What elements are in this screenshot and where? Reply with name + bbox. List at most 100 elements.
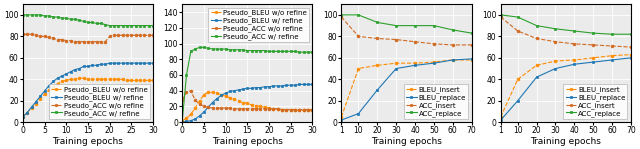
Pseudo_ACC w/ refine <box>88 21 96 23</box>
ACC_replace <box>468 32 476 34</box>
Pseudo_ACC w/o refine <box>278 109 286 111</box>
ACC_insert <box>532 38 540 39</box>
Pseudo_ACC w/ refine <box>45 15 52 17</box>
Pseudo_ACC w/ refine <box>260 50 268 51</box>
Pseudo_BLEU w/o refine <box>102 78 109 80</box>
ACC_replace <box>412 25 419 27</box>
X-axis label: Training epochs: Training epochs <box>52 137 124 146</box>
Pseudo_ACC w/o refine <box>187 90 195 92</box>
Pseudo_ACC w/o refine <box>58 39 66 41</box>
Pseudo_BLEU w/o refine <box>80 77 88 79</box>
Line: Pseudo_BLEU w/ refine: Pseudo_BLEU w/ refine <box>180 83 314 124</box>
BLEU_replace <box>514 100 522 102</box>
Pseudo_ACC w/o refine <box>145 34 152 36</box>
Pseudo_BLEU w/o refine <box>93 78 100 80</box>
Pseudo_BLEU w/ refine <box>209 102 216 103</box>
ACC_insert <box>497 16 504 18</box>
BLEU_replace <box>570 63 578 65</box>
Pseudo_ACC w/o refine <box>106 35 113 37</box>
Pseudo_ACC w/ refine <box>127 25 135 27</box>
Pseudo_BLEU w/o refine <box>296 110 303 111</box>
Pseudo_ACC w/o refine <box>119 34 127 36</box>
Pseudo_ACC w/o refine <box>115 34 122 36</box>
Pseudo_BLEU w/o refine <box>119 78 127 80</box>
Pseudo_BLEU w/ refine <box>106 62 113 64</box>
Line: Pseudo_BLEU w/o refine: Pseudo_BLEU w/o refine <box>22 77 154 118</box>
Pseudo_BLEU w/o refine <box>49 86 57 88</box>
Pseudo_ACC w/o refine <box>260 108 268 110</box>
Pseudo_BLEU w/o refine <box>23 112 31 113</box>
Pseudo_ACC w/ refine <box>132 25 140 27</box>
BLEU_replace <box>392 68 400 69</box>
Pseudo_ACC w/ refine <box>145 25 152 27</box>
Pseudo_ACC w/o refine <box>28 33 35 35</box>
Pseudo_BLEU w/ refine <box>260 86 268 88</box>
BLEU_insert <box>608 55 616 57</box>
Pseudo_BLEU w/ refine <box>221 92 229 94</box>
Pseudo_BLEU w/ refine <box>49 80 57 82</box>
Pseudo_BLEU w/ refine <box>58 75 66 77</box>
Pseudo_BLEU w/o refine <box>182 117 190 119</box>
Line: BLEU_insert: BLEU_insert <box>499 53 632 118</box>
Line: Pseudo_ACC w/o refine: Pseudo_ACC w/o refine <box>180 89 314 111</box>
ACC_replace <box>589 32 597 34</box>
Pseudo_BLEU w/ refine <box>269 85 277 87</box>
Pseudo_ACC w/ refine <box>102 24 109 25</box>
Pseudo_ACC w/ refine <box>149 25 157 27</box>
ACC_insert <box>392 39 400 41</box>
Pseudo_BLEU w/o refine <box>287 109 294 111</box>
Pseudo_ACC w/ refine <box>110 25 118 27</box>
Pseudo_BLEU w/ refine <box>132 62 140 64</box>
Pseudo_BLEU w/ refine <box>102 63 109 65</box>
Pseudo_ACC w/o refine <box>239 108 247 110</box>
Pseudo_ACC w/ refine <box>119 25 127 27</box>
Pseudo_ACC w/ refine <box>76 19 83 21</box>
Pseudo_ACC w/ refine <box>93 23 100 24</box>
Pseudo_BLEU w/o refine <box>97 78 105 80</box>
Pseudo_ACC w/ refine <box>308 51 316 53</box>
Pseudo_BLEU w/o refine <box>308 110 316 111</box>
Pseudo_ACC w/o refine <box>41 35 49 37</box>
Pseudo_ACC w/o refine <box>36 35 44 37</box>
Line: Pseudo_ACC w/o refine: Pseudo_ACC w/o refine <box>22 33 154 43</box>
Pseudo_BLEU w/ refine <box>23 112 31 113</box>
Pseudo_ACC w/ refine <box>252 50 260 51</box>
Pseudo_BLEU w/o refine <box>45 89 52 91</box>
ACC_insert <box>468 44 476 46</box>
Pseudo_BLEU w/ refine <box>282 84 290 86</box>
Pseudo_ACC w/ refine <box>182 74 190 76</box>
Pseudo_BLEU w/ refine <box>32 101 40 103</box>
BLEU_insert <box>412 62 419 64</box>
Pseudo_ACC w/o refine <box>213 107 221 109</box>
Pseudo_BLEU w/ refine <box>230 90 238 92</box>
BLEU_insert <box>374 64 381 66</box>
Pseudo_BLEU w/o refine <box>67 78 74 80</box>
Pseudo_ACC w/ refine <box>287 51 294 52</box>
Pseudo_BLEU w/ refine <box>182 121 190 122</box>
BLEU_insert <box>589 57 597 59</box>
Line: ACC_replace: ACC_replace <box>499 14 632 36</box>
ACC_replace <box>514 16 522 18</box>
Pseudo_ACC w/ refine <box>196 46 204 48</box>
Pseudo_BLEU w/ refine <box>36 96 44 97</box>
Pseudo_BLEU w/o refine <box>19 116 27 118</box>
Pseudo_BLEU w/o refine <box>252 105 260 107</box>
Pseudo_BLEU w/o refine <box>76 77 83 79</box>
Pseudo_ACC w/o refine <box>62 40 70 42</box>
Pseudo_ACC w/ refine <box>282 51 290 52</box>
Pseudo_ACC w/o refine <box>49 38 57 39</box>
Pseudo_BLEU w/o refine <box>204 91 212 93</box>
Pseudo_BLEU w/o refine <box>248 104 255 106</box>
Pseudo_BLEU w/o refine <box>127 79 135 81</box>
Pseudo_BLEU w/ refine <box>115 62 122 64</box>
Pseudo_ACC w/ refine <box>291 51 299 52</box>
X-axis label: Training epochs: Training epochs <box>371 137 442 146</box>
Pseudo_BLEU w/o refine <box>274 108 282 110</box>
Pseudo_ACC w/o refine <box>32 34 40 36</box>
ACC_replace <box>449 29 456 31</box>
BLEU_insert <box>468 59 476 61</box>
Pseudo_ACC w/o refine <box>308 109 316 111</box>
Pseudo_ACC w/ refine <box>54 16 61 18</box>
Pseudo_ACC w/ refine <box>209 48 216 50</box>
Pseudo_ACC w/ refine <box>23 14 31 16</box>
